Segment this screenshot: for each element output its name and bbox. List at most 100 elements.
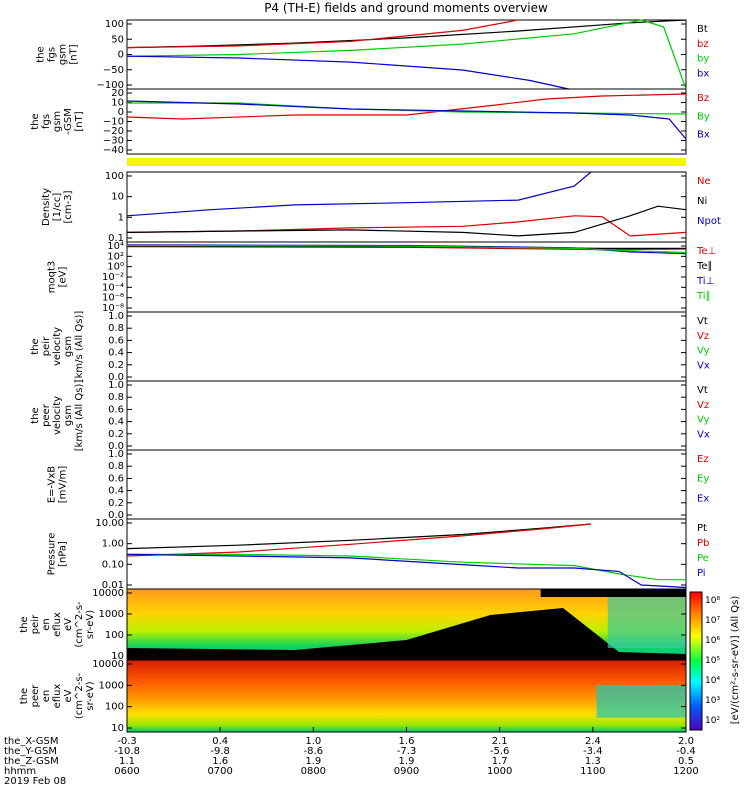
legend-Npot: Npot xyxy=(697,216,721,227)
series-line-Npot xyxy=(126,171,592,217)
xtick-label: 1.7 xyxy=(492,756,508,767)
spectrogram-patch xyxy=(607,597,686,648)
legend-Ti∥: Ti∥ xyxy=(696,291,711,302)
legend-Bt: Bt xyxy=(697,24,708,35)
xtick-label: 1.3 xyxy=(585,756,601,767)
ylabel-line: [km/s (All Qs)] xyxy=(74,380,85,452)
legend-Ey: Ey xyxy=(697,474,709,485)
legend-Pb: Pb xyxy=(697,538,709,549)
legend-Te⊥: Te⊥ xyxy=(696,246,716,257)
ylabel-line: [cm-3] xyxy=(63,190,74,223)
ytick-label: 100 xyxy=(105,630,124,641)
xtick-label: -0.3 xyxy=(117,736,137,747)
panel-1: 100 50 0 −50 −100 the fgs gsm [nT] Bt bz by bx xyxy=(36,19,710,91)
ylabel-line: eflux xyxy=(52,612,63,637)
panel-7: 1.00.80.6 0.40.20.0 E=-VxB [mV/m] Ez Ey Ex xyxy=(47,449,710,521)
panel-3: 100 10 1 0.1 Density [1/cc] [cm-3] Ne Ni Npot xyxy=(41,171,721,244)
colorbar-tick: 10³ xyxy=(705,696,720,706)
ylabel-line: eV xyxy=(63,689,74,702)
ytick-label: 50 xyxy=(111,34,124,45)
ylabel-line: the xyxy=(19,616,30,632)
series-line-bz xyxy=(126,19,519,49)
colorbar: 10⁸ 10⁷ 10⁶ 10⁵ 10⁴ 10³ 10² [eV/(cm²-s-sr-eV)] … xyxy=(689,591,741,731)
panel-frame xyxy=(126,241,687,313)
series-line-bx xyxy=(126,55,569,90)
ylabel-line: peer xyxy=(30,684,41,708)
legend-by: by xyxy=(697,54,709,65)
xaxis-row-label: hhmm xyxy=(4,766,36,777)
ylabel-line: -GSM xyxy=(63,108,74,135)
ytick-label: −100 xyxy=(97,80,124,91)
panel-frame xyxy=(126,88,687,155)
ytick-label: 1.0 xyxy=(108,311,124,322)
colorbar-tick: 10² xyxy=(705,716,720,726)
spectrogram-patch xyxy=(596,685,686,718)
colorbar-label: [eV/(cm²-s-sr-eV)] (All Qs) xyxy=(730,596,741,725)
legend-Vx: Vx xyxy=(697,360,710,371)
xaxis-row-label: the_Y-GSM xyxy=(4,746,57,757)
ytick-label: 10 xyxy=(111,651,124,662)
ylabel-line: [1/cc] xyxy=(52,193,63,222)
ytick-label: 10000 xyxy=(92,588,124,599)
colorbar-tick: 10⁸ xyxy=(705,596,720,606)
ytick-label: 0.4 xyxy=(108,348,124,359)
ytick-label: 1000 xyxy=(99,609,124,620)
xtick-label: 0.4 xyxy=(212,736,228,747)
ylabel-line: [mV/m] xyxy=(58,466,69,504)
xtick-label: 1.9 xyxy=(305,756,321,767)
legend-Te∥: Te∥ xyxy=(696,261,713,272)
xtick-label: 1.9 xyxy=(399,756,415,767)
xtick-label: 1200 xyxy=(673,766,698,777)
legend-Pi: Pi xyxy=(697,568,706,579)
ytick-label: 1.0 xyxy=(108,449,124,460)
ylabel-line: velocity xyxy=(52,327,63,366)
ytick-label: 10000 xyxy=(92,659,124,670)
ylabel-line: Density xyxy=(41,188,52,226)
xtick-label: 1100 xyxy=(580,766,605,777)
ylabel-line: sr-eV) xyxy=(85,610,96,639)
ytick-label: 10.00 xyxy=(95,518,124,529)
ytick-label: 1000 xyxy=(99,680,124,691)
ylabel-line: peer xyxy=(41,403,52,427)
legend-bz: bz xyxy=(697,39,709,50)
ytick-label: −30 xyxy=(103,136,124,147)
figure-title: P4 (TH-E) fields and ground moments over… xyxy=(264,1,548,15)
quality-flag-bar xyxy=(127,158,686,166)
series-line-Bz xyxy=(126,93,687,120)
ytick-label: 10⁻⁶ xyxy=(102,293,124,304)
legend-Vz: Vz xyxy=(697,400,709,411)
spectrogram-no-counts-top xyxy=(540,589,686,597)
ylabel-line: Pressure xyxy=(47,533,58,576)
ylabel-line: sr-eV) xyxy=(85,681,96,710)
spectrogram-no-counts xyxy=(127,608,686,660)
ytick-label: 0.01 xyxy=(102,580,124,591)
series-line-Ti∥ xyxy=(126,244,687,254)
xtick-label: 2.1 xyxy=(492,736,508,747)
xtick-label: 1000 xyxy=(487,766,512,777)
legend-By: By xyxy=(697,111,710,122)
panel-frame xyxy=(126,449,687,520)
legend-bx: bx xyxy=(697,68,709,79)
ylabel-line: gsm xyxy=(52,111,63,132)
xaxis-row-label: the_X-GSM xyxy=(4,736,58,747)
legend-Bx: Bx xyxy=(697,130,710,141)
legend-Pe: Pe xyxy=(697,553,709,564)
ytick-label: 10 xyxy=(111,723,124,734)
ytick-label: −20 xyxy=(103,126,124,137)
series-line-Pi xyxy=(126,553,687,589)
ylabel-line: the xyxy=(36,46,47,62)
xtick-label: -8.6 xyxy=(304,746,324,757)
xaxis-row-label: 2019 Feb 08 xyxy=(4,776,66,787)
ytick-label: 10⁴ xyxy=(107,241,124,252)
ytick-label: 0 xyxy=(118,50,124,61)
legend-Vy: Vy xyxy=(697,346,710,357)
legend-Vz: Vz xyxy=(697,331,709,342)
ytick-label: 100 xyxy=(105,19,124,30)
colorbar-scale xyxy=(689,591,703,731)
panel-6: 1.00.80.6 0.40.20.0 the peer velocity gsm [km/… xyxy=(30,380,710,452)
ylabel-line: en xyxy=(41,618,52,631)
ylabel-line: the xyxy=(30,407,41,423)
ylabel-line: peir xyxy=(30,614,41,634)
ytick-label: 1.00 xyxy=(102,539,124,550)
